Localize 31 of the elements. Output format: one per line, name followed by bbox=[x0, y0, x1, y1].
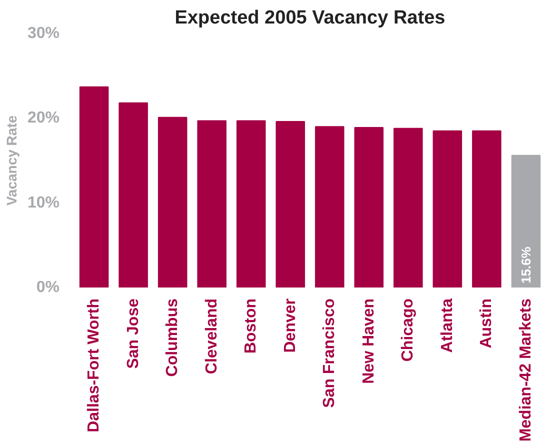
chart-title: Expected 2005 Vacancy Rates bbox=[174, 8, 446, 28]
bar bbox=[432, 130, 462, 288]
bar bbox=[158, 116, 188, 288]
x-tick-label: San Francisco bbox=[321, 298, 338, 408]
bar bbox=[276, 121, 306, 288]
bar bbox=[197, 120, 226, 288]
x-tick-label: Austin bbox=[478, 298, 496, 348]
bar bbox=[511, 154, 541, 288]
bar bbox=[472, 130, 502, 288]
y-tick-label: 10% bbox=[27, 194, 60, 212]
bar bbox=[394, 128, 423, 288]
x-tick-label: Median-42 Markets bbox=[517, 298, 534, 442]
x-tick-label: New Haven bbox=[360, 298, 378, 384]
y-tick-label: 20% bbox=[27, 110, 60, 127]
bar bbox=[118, 102, 148, 288]
x-tick-label: Chicago bbox=[400, 298, 417, 362]
x-tick-label: Columbus bbox=[164, 298, 182, 377]
x-tick-label: Atlanta bbox=[438, 298, 456, 353]
x-tick-label: Dallas-Fort Worth bbox=[86, 298, 103, 432]
data-label: 15.6% bbox=[518, 246, 534, 284]
x-tick-label: San Jose bbox=[124, 298, 142, 369]
bar bbox=[236, 120, 266, 288]
y-tick-label: 30% bbox=[27, 25, 60, 42]
y-tick-label: 0% bbox=[36, 279, 60, 296]
bar bbox=[354, 126, 384, 288]
x-tick-label: Boston bbox=[242, 298, 260, 354]
x-tick-label: Denver bbox=[282, 298, 299, 353]
bar bbox=[314, 126, 344, 288]
x-tick-label: Cleveland bbox=[203, 298, 220, 374]
bar bbox=[79, 86, 109, 288]
y-axis-title: Vacancy Rate bbox=[3, 115, 20, 206]
